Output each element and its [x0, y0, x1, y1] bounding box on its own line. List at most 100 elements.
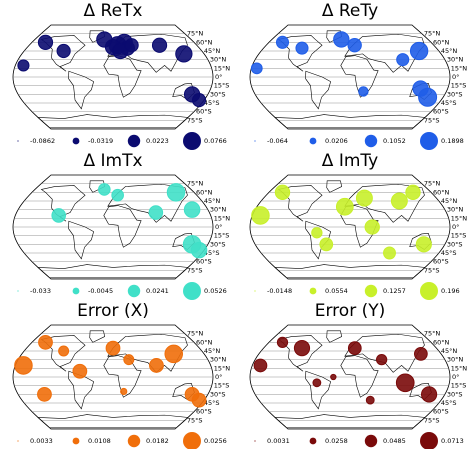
continent: [277, 335, 323, 372]
station-bubble: [395, 373, 415, 393]
lat-label: 0°: [452, 373, 459, 381]
panel-title: Δ ImTy: [322, 151, 378, 171]
lat-label: 30°N: [447, 356, 464, 364]
legend-label: 0.0485: [383, 437, 406, 445]
lat-label: 75°S: [424, 116, 440, 124]
lat-label: 60°N: [196, 38, 213, 46]
legend-bubble: [17, 290, 19, 292]
station-bubble: [415, 236, 432, 253]
lat-label: 60°N: [196, 338, 213, 346]
map-panel: Error (X) 75°N60°N45°N30°N15°N0°15°S30°S4…: [12, 301, 230, 449]
lat-label: 75°N: [424, 30, 441, 38]
legend-bubble: [183, 132, 201, 150]
legend-label: 0.0256: [204, 437, 227, 445]
legend-bubble: [254, 140, 256, 142]
lat-label: 45°N: [441, 197, 458, 205]
legend-label: 0.0713: [441, 437, 464, 445]
lat-label: 45°N: [441, 347, 458, 355]
legend-bubble: [254, 290, 256, 292]
legend-bubble: [309, 437, 317, 445]
station-bubble: [191, 93, 207, 108]
lat-label: 15°S: [451, 82, 467, 90]
station-bubble: [183, 201, 201, 218]
lat-label: 60°N: [433, 338, 450, 346]
legend-bubble: [364, 284, 378, 298]
station-bubble: [420, 386, 438, 403]
continent: [274, 414, 426, 429]
station-bubble: [274, 184, 291, 201]
continent: [340, 55, 379, 98]
continent: [89, 330, 106, 343]
legend-label: 0.0108: [88, 437, 111, 445]
station-bubble: [124, 38, 139, 53]
continent: [277, 35, 323, 72]
station-bubble: [335, 197, 354, 216]
station-bubble: [38, 334, 53, 350]
legend-bubble: [17, 440, 19, 442]
lat-label: 45°S: [204, 99, 220, 107]
lat-label: 15°S: [214, 232, 230, 240]
legend-label: 0.0526: [204, 287, 227, 295]
station-bubble: [383, 246, 396, 260]
lat-label: 15°N: [451, 64, 468, 72]
lat-label: 75°S: [424, 266, 440, 274]
map-panel: Δ ImTx 75°N60°N45°N30°N15°N0°15°S30°S45°S…: [12, 151, 230, 300]
station-bubble: [164, 344, 184, 364]
lat-label: 60°S: [433, 258, 449, 266]
continent: [68, 220, 94, 260]
lat-label: 30°S: [210, 390, 226, 398]
legend-label: 0.1052: [383, 137, 406, 145]
station-bubble: [293, 340, 311, 357]
lat-label: 60°S: [196, 258, 212, 266]
station-bubble: [275, 35, 290, 49]
lat-label: 30°S: [447, 240, 463, 248]
lat-label: 30°S: [210, 240, 226, 248]
station-bubble: [250, 62, 263, 75]
legend-label: -0.0045: [88, 287, 113, 295]
legend-bubble: [183, 432, 201, 449]
station-bubble: [253, 358, 268, 373]
station-bubble: [190, 241, 208, 259]
continent: [37, 114, 189, 129]
legend-label: -0.0319: [88, 137, 113, 145]
continent: [305, 220, 331, 260]
lat-label: 30°N: [447, 206, 464, 214]
station-bubble: [365, 395, 375, 405]
legend-label: 0.0033: [30, 437, 53, 445]
station-bubble: [311, 227, 323, 239]
legend-bubble: [309, 287, 317, 295]
lat-label: 75°S: [187, 416, 203, 424]
lat-label: 15°S: [214, 382, 230, 390]
lat-label: 15°S: [214, 82, 230, 90]
station-bubble: [405, 184, 421, 201]
legend-bubble: [127, 134, 141, 148]
lat-label: 15°S: [451, 232, 467, 240]
station-bubble: [330, 373, 337, 381]
lat-label: 75°N: [187, 330, 204, 338]
map-panel: Δ ReTx 75°N60°N45°N30°N15°N0°15°S30°S45°S…: [12, 1, 230, 150]
station-bubble: [413, 347, 428, 361]
panel-title: Δ ReTy: [322, 1, 378, 21]
station-bubble: [123, 354, 135, 366]
lat-label: 75°N: [424, 180, 441, 188]
lat-label: 45°N: [204, 347, 221, 355]
station-bubble: [276, 336, 289, 348]
continent: [305, 70, 331, 110]
legend-label: 0.0223: [146, 137, 169, 145]
legend-bubble: [364, 134, 378, 148]
station-bubble: [412, 80, 429, 97]
legend-label: 0.0031: [267, 437, 290, 445]
lat-label: 0°: [452, 223, 459, 231]
legend-label: 0.0766: [204, 137, 227, 145]
lat-label: 60°N: [433, 38, 450, 46]
legend-label: -0.064: [267, 137, 288, 145]
station-bubble: [148, 205, 164, 220]
station-bubble: [295, 41, 309, 55]
station-bubble: [166, 183, 186, 202]
station-bubble: [14, 356, 33, 375]
lat-label: 45°N: [204, 197, 221, 205]
station-bubble: [105, 340, 121, 356]
legend-label: 0.0241: [146, 287, 169, 295]
station-bubble: [191, 392, 207, 408]
